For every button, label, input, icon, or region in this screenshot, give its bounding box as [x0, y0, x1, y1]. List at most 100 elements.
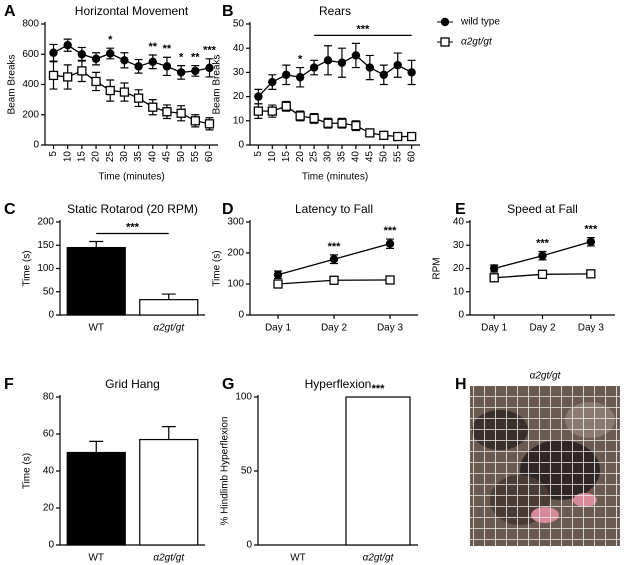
point	[91, 76, 101, 87]
significance: ***	[372, 383, 386, 395]
legend-marker	[440, 37, 450, 47]
point	[190, 116, 200, 126]
y-tick-label: 20	[453, 263, 465, 274]
point	[162, 107, 172, 117]
significance: **	[148, 41, 157, 53]
point	[323, 56, 333, 65]
bar	[66, 246, 126, 316]
series-line	[53, 70, 210, 125]
x-tick-label: 5	[253, 151, 264, 157]
significance: ***	[328, 241, 342, 253]
error-bar	[89, 440, 104, 453]
point	[385, 275, 395, 285]
x-tick-label: 60	[204, 151, 215, 163]
x-axis-label: Time (minutes)	[98, 172, 164, 183]
x-tick-label: 20	[91, 151, 102, 163]
x-tick-label: Day 1	[481, 323, 508, 334]
significance: *	[108, 34, 113, 46]
significance: **	[163, 43, 172, 55]
legend-label: α2gt/gt	[461, 37, 493, 48]
point	[329, 275, 339, 285]
x-tick-label: 25	[309, 151, 320, 163]
x-tick-label: 15	[281, 151, 292, 163]
x-tick-label: Day 2	[529, 323, 556, 334]
y-axis-label: RPM	[432, 257, 443, 279]
point	[295, 111, 305, 121]
y-tick-label: 40	[233, 43, 245, 54]
x-tick-label: α2gt/gt	[153, 323, 185, 334]
legend-marker	[440, 17, 450, 27]
chart-title: Hyperflexion	[305, 377, 372, 391]
panel-letter: G	[222, 376, 234, 393]
x-tick-label: WT	[290, 553, 306, 564]
y-tick-label: 300	[227, 217, 244, 228]
point	[407, 68, 416, 77]
y-tick-label: 100	[235, 392, 252, 403]
x-tick-label: 30	[323, 151, 334, 163]
point	[176, 108, 186, 118]
y-axis-label: Time (s)	[212, 250, 223, 286]
point	[309, 113, 319, 124]
y-tick-label: 800	[22, 19, 39, 30]
point	[148, 102, 158, 112]
point	[63, 40, 72, 50]
chart-title: Horizontal Movement	[75, 4, 189, 18]
point	[119, 87, 130, 97]
error-bar	[89, 240, 104, 248]
x-tick-label: 5	[48, 151, 59, 157]
error-bar	[161, 426, 176, 440]
x-tick-label: 50	[378, 151, 389, 163]
point	[49, 48, 58, 57]
point	[77, 50, 87, 59]
x-tick-label: Day 2	[321, 323, 348, 334]
y-tick-label: 0	[238, 140, 244, 151]
bar	[345, 396, 411, 546]
y-tick-label: 40	[453, 217, 465, 228]
point	[379, 70, 388, 80]
point	[385, 239, 395, 248]
point	[281, 101, 291, 111]
chart-title: Static Rotarod (20 RPM)	[67, 202, 198, 216]
y-tick-label: 80	[43, 392, 55, 403]
x-tick-label: 20	[295, 151, 306, 163]
x-tick-label: 40	[147, 151, 158, 163]
y-axis-label: Time (s)	[22, 453, 33, 489]
y-tick-label: 10	[453, 286, 465, 297]
x-tick-label: α2gt/gt	[153, 553, 185, 564]
point	[282, 70, 291, 80]
x-tick-label: WT	[88, 553, 104, 564]
significance: *	[298, 53, 303, 65]
y-tick-label: 100	[227, 279, 244, 290]
point	[105, 85, 115, 96]
x-tick-label: 45	[364, 151, 375, 163]
x-tick-label: 10	[62, 151, 73, 163]
error-bar	[161, 293, 176, 300]
chart-title: Grid Hang	[105, 377, 160, 391]
x-tick-label: 35	[337, 151, 348, 163]
x-tick-label: WT	[88, 323, 104, 334]
point	[77, 66, 87, 76]
y-tick-label: 0	[458, 310, 464, 321]
point	[106, 49, 115, 58]
significance: ***	[356, 23, 370, 35]
y-tick-label: 150	[37, 240, 54, 251]
y-axis-label: Beam Breaks	[212, 54, 223, 114]
x-axis-label: Time (minutes)	[302, 172, 368, 183]
point	[406, 131, 417, 142]
y-tick-label: 0	[48, 310, 54, 321]
significance: ***	[584, 223, 598, 235]
y-tick-label: 200	[22, 109, 39, 120]
panel-letter: F	[4, 376, 14, 393]
point	[295, 73, 305, 82]
point	[254, 92, 263, 101]
point	[489, 273, 499, 283]
point	[309, 63, 319, 72]
point	[323, 118, 333, 128]
y-tick-label: 50	[43, 286, 55, 297]
x-tick-label: 25	[105, 151, 116, 163]
x-tick-label: 60	[406, 151, 417, 163]
x-tick-label: 30	[119, 151, 130, 163]
y-tick-label: 30	[233, 67, 245, 78]
panel-letter: E	[455, 201, 466, 218]
point	[253, 106, 264, 116]
